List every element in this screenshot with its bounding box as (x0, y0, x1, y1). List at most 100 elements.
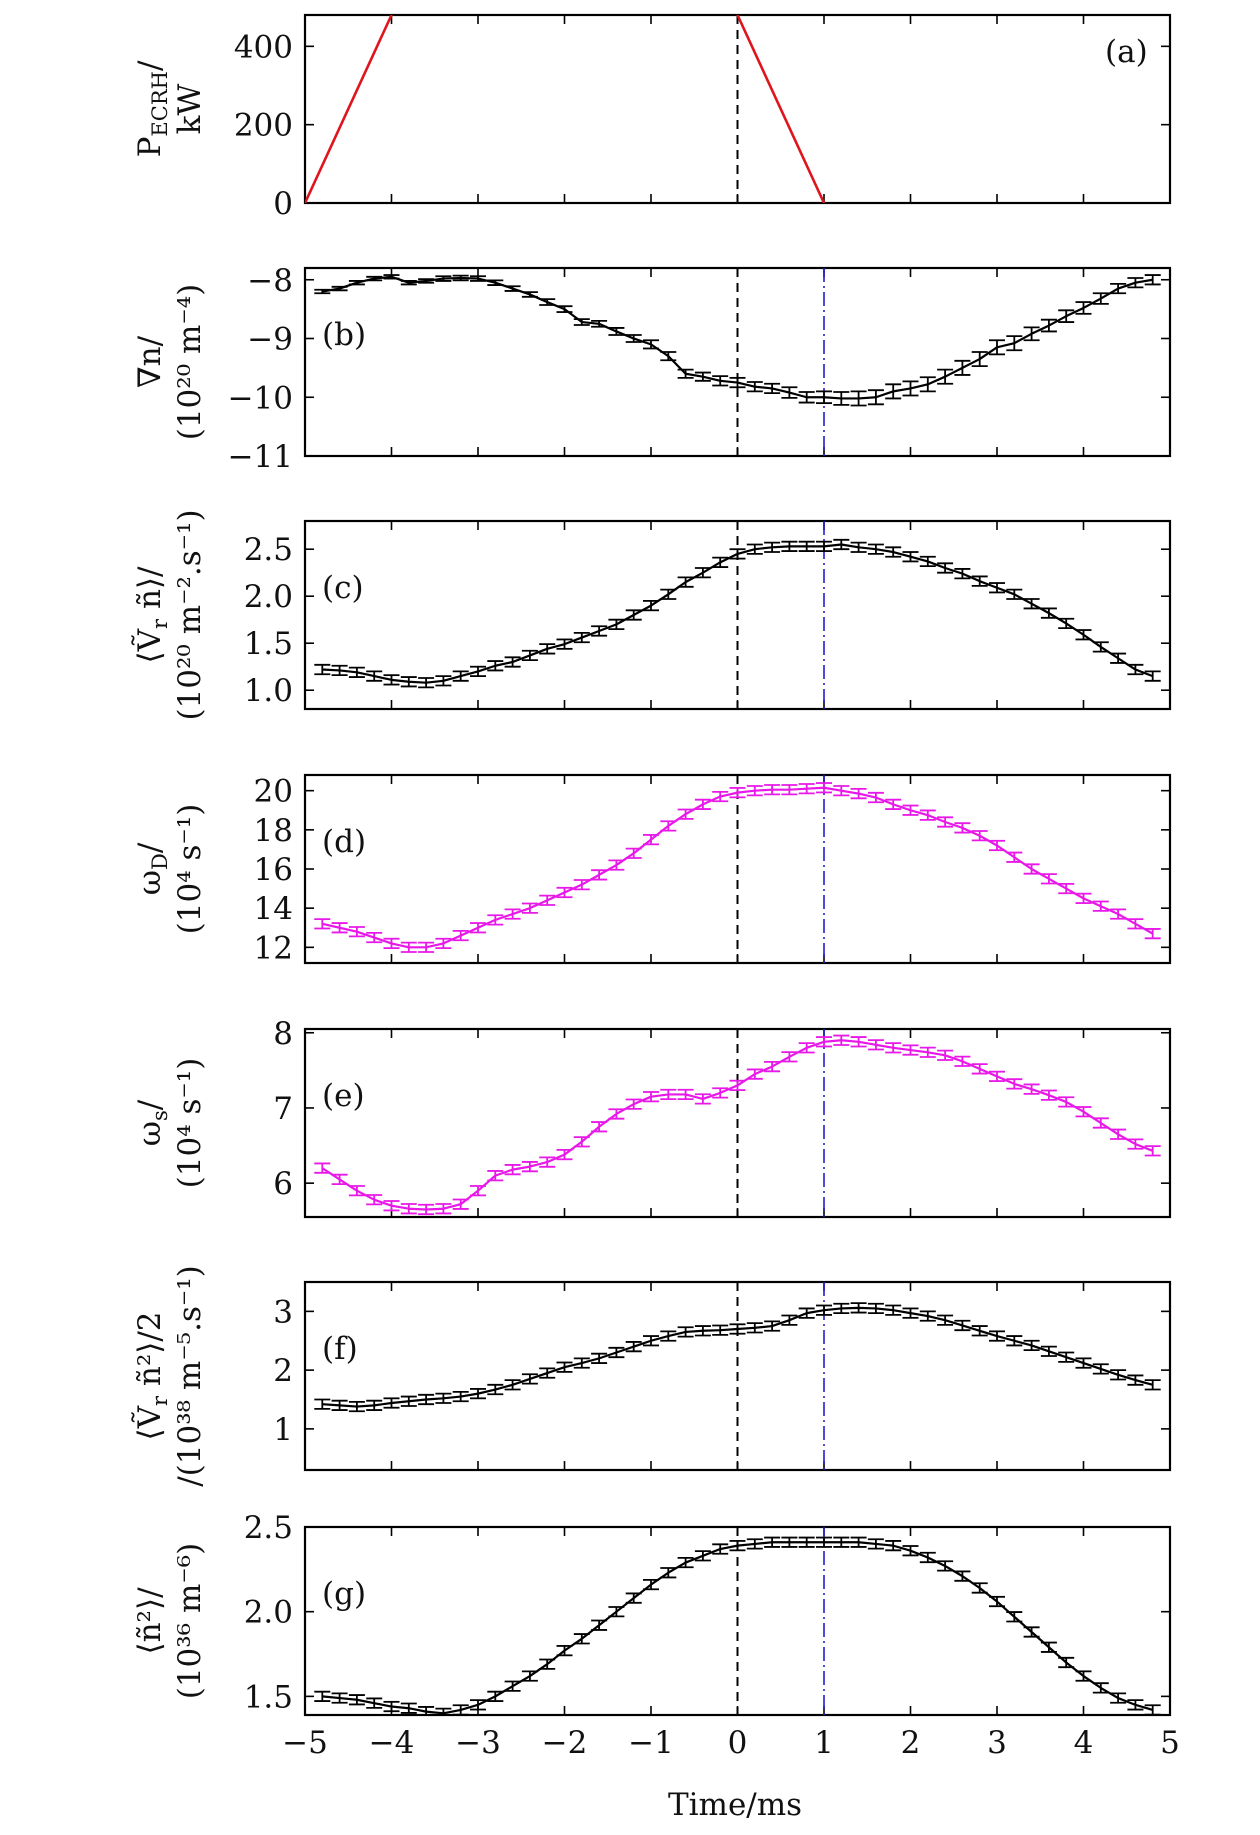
error-bar (867, 543, 884, 555)
error-bar (1092, 641, 1109, 653)
error-bar (1023, 1083, 1040, 1095)
y-axis-label-line1-f: ⟨Ṽr ñ²⟩/2 (130, 1311, 172, 1440)
series-group-d (314, 782, 1161, 953)
error-bar (366, 275, 383, 282)
error-bar (971, 1582, 988, 1594)
x-tick-label: 5 (1160, 1725, 1180, 1761)
x-axis-label: Time/ms (668, 1787, 802, 1823)
error-bar (383, 674, 400, 686)
error-bar (867, 389, 884, 406)
error-bar (1075, 629, 1092, 641)
error-bar (937, 816, 954, 828)
error-bar (1040, 1345, 1057, 1357)
error-bar (781, 540, 798, 552)
error-bar (314, 1162, 331, 1174)
error-bar (989, 339, 1005, 356)
error-bar (470, 275, 486, 282)
error-bar (729, 1323, 746, 1335)
y-tick-label-d: 18 (254, 813, 293, 849)
panel-g: 1.5 2.0 2.5 (g) ⟨ñ²⟩/(10³⁶ m⁻⁶) (132, 1510, 1172, 1717)
error-bar (1110, 652, 1127, 664)
error-bar (660, 1088, 677, 1101)
error-bar (539, 643, 556, 655)
error-bar (954, 1319, 971, 1332)
error-bar (521, 1373, 538, 1385)
y-tick-label-c: 1.0 (244, 673, 293, 709)
error-bar (348, 666, 365, 678)
y-tick-label-e: 6 (273, 1166, 293, 1202)
error-bar (366, 1194, 383, 1206)
error-bar (660, 351, 677, 362)
error-bar (452, 1198, 469, 1210)
error-bar (608, 618, 625, 630)
error-bar (487, 914, 504, 926)
error-bar (902, 551, 919, 563)
error-bar (418, 278, 435, 284)
error-bar (764, 541, 781, 553)
error-bar (625, 1592, 642, 1604)
error-bar (573, 1136, 590, 1148)
error-bar (954, 1055, 971, 1067)
error-bar (1006, 1078, 1023, 1090)
error-bar (1040, 318, 1057, 333)
error-bar (625, 847, 642, 859)
error-bar (1127, 1374, 1144, 1386)
y-axis-label-line1-c: ⟨Ṽr ñ⟩/ (130, 566, 172, 663)
error-bar (850, 1536, 867, 1548)
error-bar (781, 784, 798, 796)
error-bar (435, 1392, 452, 1404)
y-axis-label-line1-b: ∇n/ (132, 335, 168, 388)
error-bar (867, 1039, 884, 1051)
error-bar (1075, 892, 1092, 904)
error-bar (971, 1325, 988, 1337)
error-bar (1127, 1699, 1144, 1711)
error-bar (902, 1044, 919, 1056)
error-bar (764, 1061, 781, 1073)
error-bar (850, 541, 867, 553)
error-bar (781, 1314, 798, 1326)
y-tick-label-e: 8 (273, 1016, 293, 1052)
error-bar (470, 922, 486, 934)
error-bar (625, 334, 642, 343)
error-bar (608, 1108, 625, 1120)
y-tick-label-b: −9 (247, 322, 293, 358)
error-bar (781, 1536, 798, 1548)
y-axis-label-g: ⟨ñ²⟩/(10³⁶ m⁻⁶) (132, 1543, 208, 1700)
error-bar (418, 1203, 435, 1216)
error-bar (366, 1399, 383, 1411)
error-bar (591, 1619, 608, 1631)
error-bar (1058, 1656, 1075, 1669)
error-bar (712, 790, 729, 803)
error-bar (798, 1042, 815, 1054)
error-bar (470, 1699, 486, 1711)
error-bar (833, 1536, 850, 1548)
error-bar (1023, 1626, 1040, 1638)
error-bar (746, 1322, 763, 1334)
error-bar (521, 902, 538, 914)
error-bar (539, 298, 556, 306)
y-axis-label-line2-f: /(10³⁸ m⁻⁵.s⁻¹) (172, 1265, 208, 1487)
error-bar (591, 1352, 608, 1364)
error-bar (573, 1357, 590, 1369)
error-bar (608, 859, 625, 871)
error-bar (435, 1203, 452, 1215)
error-bar (470, 1388, 486, 1400)
error-bar (435, 1707, 452, 1715)
error-bar (798, 1536, 815, 1548)
x-tick-label: −4 (369, 1725, 415, 1761)
error-bar (1144, 274, 1161, 286)
error-bar (383, 274, 400, 280)
error-bar (400, 941, 417, 953)
error-bar (470, 1185, 486, 1197)
error-bar (1092, 1117, 1109, 1129)
y-tick-label-g: 2.5 (244, 1510, 293, 1546)
y-axis-label-b: ∇n/(10²⁰ m⁻⁴) (132, 284, 208, 441)
error-bar (764, 382, 781, 395)
error-bar (1092, 900, 1109, 912)
error-bar (902, 1545, 919, 1557)
error-bar (833, 785, 850, 797)
error-bar (954, 1570, 971, 1582)
error-bar (1144, 1145, 1161, 1157)
error-bar (764, 1536, 781, 1548)
